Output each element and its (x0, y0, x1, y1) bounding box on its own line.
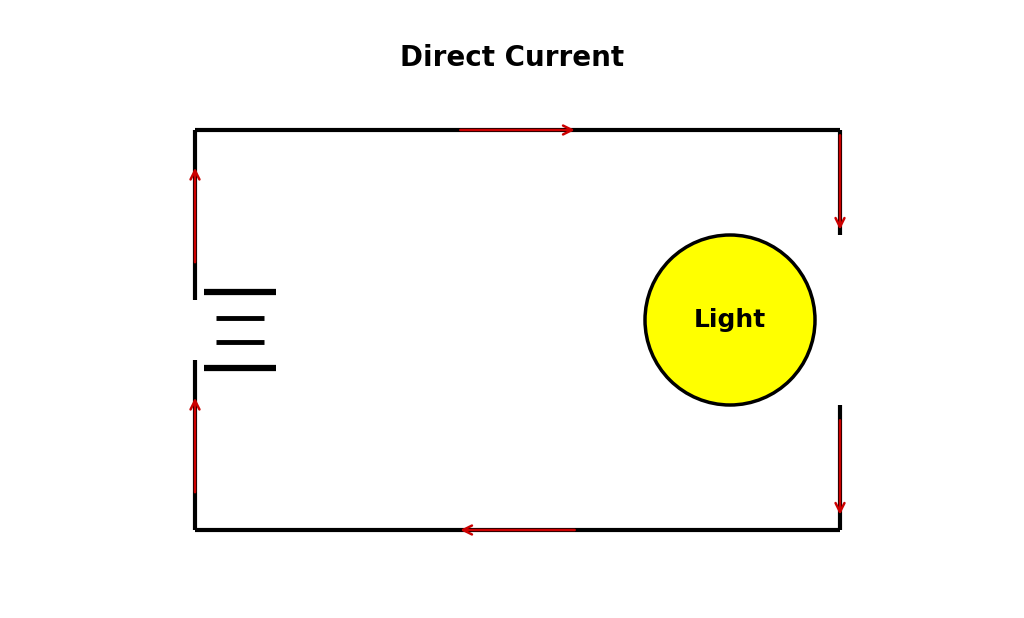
Text: Direct Current: Direct Current (400, 44, 624, 72)
Text: Light: Light (694, 308, 766, 332)
Circle shape (645, 235, 815, 405)
